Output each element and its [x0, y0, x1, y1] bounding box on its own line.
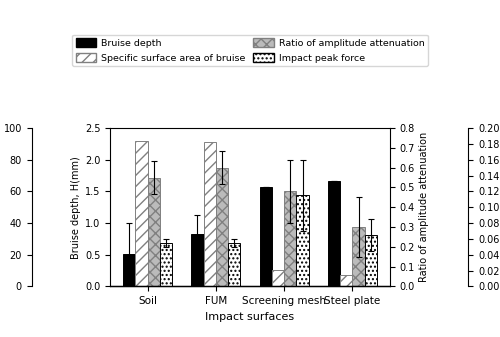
Bar: [136, 141, 147, 286]
Bar: [216, 167, 228, 286]
Y-axis label: Bruise depth, H(mm): Bruise depth, H(mm): [70, 156, 81, 258]
Legend: Bruise depth, Specific surface area of bruise, Ratio of amplitude attenuation, I: Bruise depth, Specific surface area of b…: [72, 35, 428, 66]
Bar: [364, 235, 377, 286]
Bar: [160, 243, 172, 286]
X-axis label: Impact surfaces: Impact surfaces: [206, 312, 294, 322]
Bar: [352, 227, 364, 286]
Bar: [284, 191, 296, 286]
Bar: [123, 254, 136, 286]
Bar: [296, 195, 308, 286]
Bar: [148, 178, 160, 286]
Bar: [228, 243, 240, 286]
Bar: [260, 187, 272, 286]
Bar: [204, 142, 216, 286]
Bar: [340, 275, 352, 286]
Bar: [328, 181, 340, 286]
Y-axis label: Ratio of amplitude attenuation: Ratio of amplitude attenuation: [420, 132, 430, 282]
Bar: [272, 270, 284, 286]
Bar: [192, 234, 203, 286]
